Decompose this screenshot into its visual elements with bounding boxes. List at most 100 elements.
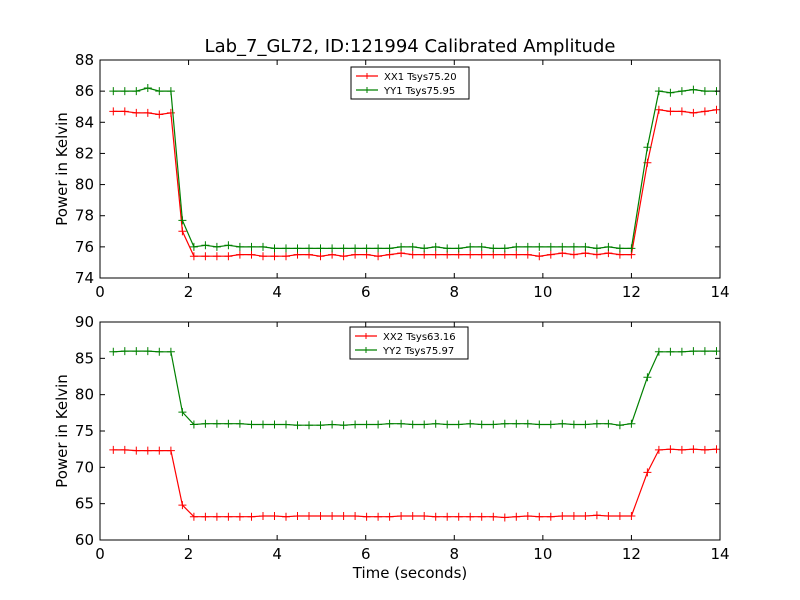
data-point (201, 512, 210, 521)
data-point (500, 419, 509, 428)
data-point (666, 445, 675, 454)
data-point (224, 512, 233, 521)
data-point (408, 250, 417, 259)
legend-label: YY2 Tsys75.97 (382, 346, 454, 357)
data-point (454, 512, 463, 521)
data-point (431, 250, 440, 259)
data-point (523, 419, 532, 428)
data-point (201, 252, 210, 261)
data-point (489, 244, 498, 253)
x-tick-label: 12 (622, 283, 641, 301)
y-tick-label: 78 (75, 207, 94, 225)
data-point (351, 420, 360, 429)
x-tick-label: 6 (361, 283, 371, 301)
legend-label: XX2 Tsys63.16 (383, 332, 456, 343)
data-point (362, 420, 371, 429)
data-point (500, 244, 509, 253)
data-point (512, 242, 521, 251)
data-point (569, 512, 578, 520)
x-tick-label: 14 (710, 283, 729, 301)
data-point (654, 87, 663, 96)
data-point (328, 420, 337, 429)
data-point (189, 252, 198, 261)
y-tick-label: 88 (75, 51, 94, 69)
data-point (259, 420, 267, 429)
data-point (466, 242, 475, 251)
data-point (282, 244, 290, 253)
data-point (420, 420, 429, 429)
x-tick-label: 10 (533, 545, 552, 563)
data-point (397, 419, 406, 428)
data-point (143, 446, 152, 455)
legend: XX1 Tsys75.20 YY1 Tsys75.95 (350, 66, 470, 100)
data-point (431, 242, 440, 251)
data-point (569, 420, 578, 429)
data-point (627, 244, 636, 253)
data-point (615, 421, 624, 430)
data-point (666, 347, 675, 356)
data-point (512, 512, 521, 521)
legend-label: XX1 Tsys75.20 (384, 72, 457, 83)
data-point (316, 512, 325, 520)
data-point (489, 512, 498, 521)
data-point (677, 107, 686, 116)
data-point (420, 512, 429, 520)
data-point (477, 242, 486, 251)
data-point (374, 252, 383, 261)
top-panel: 0 2 4 6 8 10 12 14 74 76 78 80 82 84 86 88 Power in Kelv… (53, 51, 730, 301)
data-point (512, 419, 521, 428)
data-point (235, 512, 244, 521)
y-tick-label: 84 (75, 113, 94, 131)
data-point (454, 244, 463, 253)
data-point (454, 420, 463, 429)
data-point (189, 420, 198, 429)
data-point (712, 445, 721, 454)
data-point (305, 244, 313, 253)
legend-label: YY1 Tsys75.95 (383, 86, 455, 97)
data-point (689, 108, 698, 117)
legend: XX2 Tsys63.16 YY2 Tsys75.97 (349, 326, 469, 360)
data-point (155, 87, 164, 96)
data-point (654, 347, 663, 356)
y-tick-label: 80 (75, 176, 94, 194)
y-tick-label: 74 (75, 269, 94, 287)
data-point (259, 242, 267, 251)
x-tick-label: 6 (361, 545, 371, 563)
data-point (385, 244, 394, 253)
data-point (535, 512, 544, 521)
legend-marker (363, 333, 369, 339)
data-point (477, 420, 486, 429)
data-point (316, 244, 325, 253)
data-point (700, 107, 709, 116)
data-point (535, 252, 544, 261)
data-point (247, 242, 256, 251)
data-point (558, 419, 567, 428)
data-point (592, 419, 601, 428)
data-point (109, 87, 118, 96)
data-point (385, 512, 394, 521)
data-point (132, 347, 141, 356)
data-point (155, 446, 164, 455)
data-point (500, 513, 509, 522)
data-point (385, 419, 394, 428)
series-2 (109, 347, 721, 430)
data-point (677, 347, 686, 356)
data-point (700, 347, 709, 356)
data-point (397, 512, 406, 520)
data-point (408, 242, 417, 251)
data-point (523, 242, 532, 251)
data-point (592, 511, 601, 520)
y-tick-label: 82 (75, 144, 94, 162)
y-tick-label: 76 (75, 238, 94, 256)
data-point (604, 419, 613, 428)
data-point (689, 445, 698, 454)
data-point (615, 512, 624, 520)
data-point (431, 419, 440, 428)
data-point (132, 446, 141, 455)
y-tick-label: 86 (75, 82, 94, 100)
data-point (443, 420, 452, 429)
data-point (109, 445, 118, 454)
data-point (443, 244, 452, 253)
data-point (339, 512, 348, 520)
data-point (362, 512, 371, 521)
